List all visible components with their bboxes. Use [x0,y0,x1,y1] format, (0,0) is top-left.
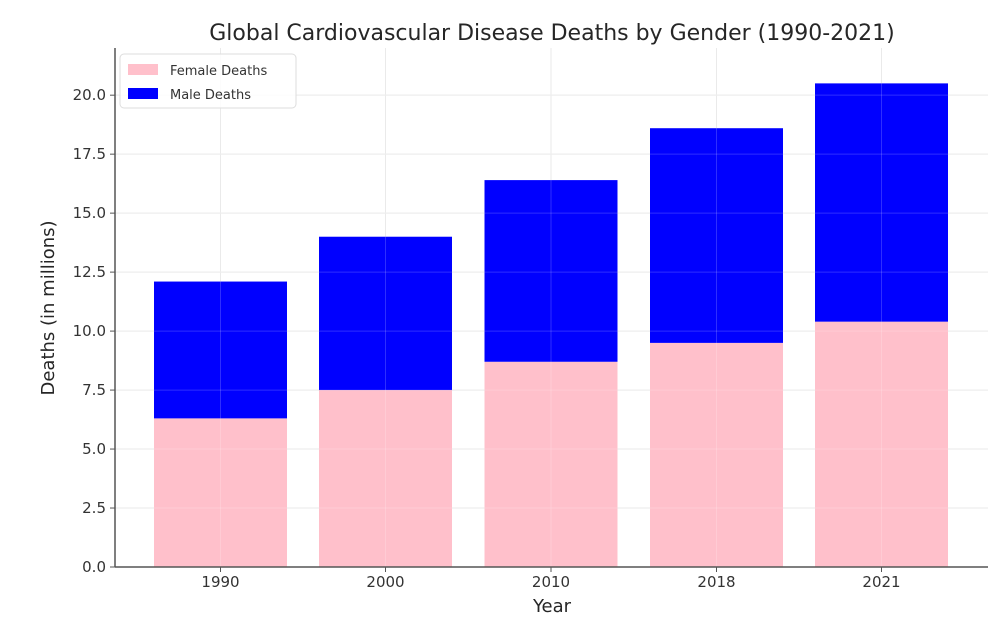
bar-male-deaths-2000 [319,236,452,391]
x-tick-label: 2021 [862,573,900,591]
x-tick-label: 2010 [532,573,570,591]
x-tick-label: 1990 [201,573,239,591]
y-axis-label: Deaths (in millions) [38,220,59,395]
y-tick-label: 15.0 [73,204,106,222]
x-tick-label: 2018 [697,573,735,591]
y-tick-label: 7.5 [82,381,106,399]
chart-title: Global Cardiovascular Disease Deaths by … [209,21,894,46]
bar-female-deaths-2000 [319,390,452,567]
bar-female-deaths-2021 [815,321,948,567]
y-tick-label: 10.0 [73,322,106,340]
bar-female-deaths-2010 [484,361,618,567]
y-tick-label: 12.5 [73,263,106,281]
y-tick-label: 5.0 [82,440,106,458]
x-tick-label: 2000 [366,573,404,591]
bar-male-deaths-2010 [484,180,618,362]
y-tick-label: 0.0 [82,558,106,576]
bar-male-deaths-2021 [815,83,948,322]
bar-male-deaths-1990 [154,281,287,419]
legend-swatch-female [128,64,158,75]
legend-box [119,53,297,109]
x-axis-label: Year [532,596,572,617]
bar-female-deaths-1990 [154,418,287,567]
bars [154,83,948,567]
y-tick-label: 17.5 [73,145,106,163]
x-ticks: 1990 2000 2010 2018 2021 [201,567,901,591]
bar-male-deaths-2018 [650,128,783,343]
y-tick-label: 2.5 [82,499,106,517]
bar-female-deaths-2018 [650,342,783,567]
legend-label-male: Male Deaths [170,88,251,103]
legend-swatch-male [128,88,158,99]
y-tick-label: 20.0 [73,86,106,104]
legend-label-female: Female Deaths [170,64,267,79]
legend: Female Deaths Male Deaths [119,53,297,109]
y-ticks: 0.0 2.5 5.0 7.5 10.0 12.5 15.0 17.5 20.0 [73,86,115,576]
